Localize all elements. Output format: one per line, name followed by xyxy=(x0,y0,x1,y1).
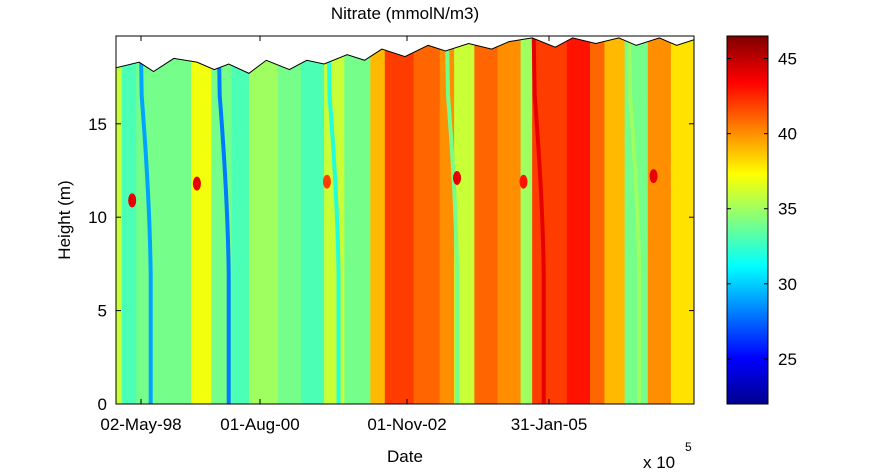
colorbar-tick-label: 45 xyxy=(778,50,797,69)
mixing-front xyxy=(445,36,460,404)
colorbar-axis: 25 30 35 40 45 xyxy=(727,50,797,369)
colorbar-tick-label: 35 xyxy=(778,200,797,219)
data-band xyxy=(589,36,606,404)
data-band xyxy=(136,36,192,404)
x-tick-label: 31-Jan-05 xyxy=(511,415,588,434)
data-band xyxy=(454,36,475,404)
y-axis-label: Height (m) xyxy=(55,180,74,259)
x-axis-exponent-power: 5 xyxy=(685,440,692,454)
x-tick-label: 01-Aug-00 xyxy=(220,415,299,434)
data-band xyxy=(474,36,499,404)
x-axis: 02-May-98 01-Aug-00 01-Nov-02 31-Jan-05 xyxy=(100,36,587,434)
hotspot xyxy=(128,193,137,208)
data-band xyxy=(116,36,123,404)
hotspot xyxy=(519,174,528,189)
heatmap-plot-area xyxy=(116,36,694,404)
data-band xyxy=(413,36,441,404)
hotspot xyxy=(322,174,331,189)
colorbar-tick-label: 40 xyxy=(778,125,797,144)
surface-line xyxy=(116,37,694,74)
colorbar-tick-label: 25 xyxy=(778,350,797,369)
data-band xyxy=(604,36,626,404)
data-band xyxy=(300,36,325,404)
mixing-front xyxy=(627,36,642,404)
data-band xyxy=(344,36,371,404)
hotspot xyxy=(453,170,462,185)
data-band xyxy=(497,36,522,404)
x-axis-label: Date xyxy=(387,447,423,466)
data-band xyxy=(324,36,345,404)
mixing-front xyxy=(531,36,546,404)
y-tick-label: 0 xyxy=(98,395,107,414)
data-band xyxy=(370,36,386,404)
mixing-front xyxy=(138,36,153,404)
plot-frame xyxy=(115,35,695,405)
hotspot xyxy=(192,176,201,191)
data-band xyxy=(231,36,250,404)
data-band xyxy=(670,36,694,404)
data-band xyxy=(121,36,137,404)
mixing-front xyxy=(326,36,341,404)
data-band xyxy=(384,36,415,404)
data-band xyxy=(191,36,212,404)
colorbar xyxy=(727,36,768,404)
mixing-front xyxy=(216,36,231,404)
y-tick-label: 15 xyxy=(88,115,107,134)
data-band xyxy=(520,36,533,404)
y-tick-label: 5 xyxy=(98,302,107,321)
data-band xyxy=(532,36,568,404)
data-band xyxy=(566,36,591,404)
chart-title: Nitrate (mmolN/m3) xyxy=(331,4,479,23)
x-tick-label: 01-Nov-02 xyxy=(367,415,446,434)
x-tick-label: 02-May-98 xyxy=(100,415,181,434)
hotspot xyxy=(649,169,658,184)
data-band xyxy=(647,36,672,404)
data-band xyxy=(248,36,279,404)
x-axis-exponent: x 10 xyxy=(643,453,675,472)
colorbar-tick-label: 30 xyxy=(778,275,797,294)
y-tick-label: 10 xyxy=(88,208,107,227)
y-axis: 0 5 10 15 xyxy=(88,115,694,414)
data-band xyxy=(277,36,302,404)
colorbar-frame xyxy=(726,35,769,405)
